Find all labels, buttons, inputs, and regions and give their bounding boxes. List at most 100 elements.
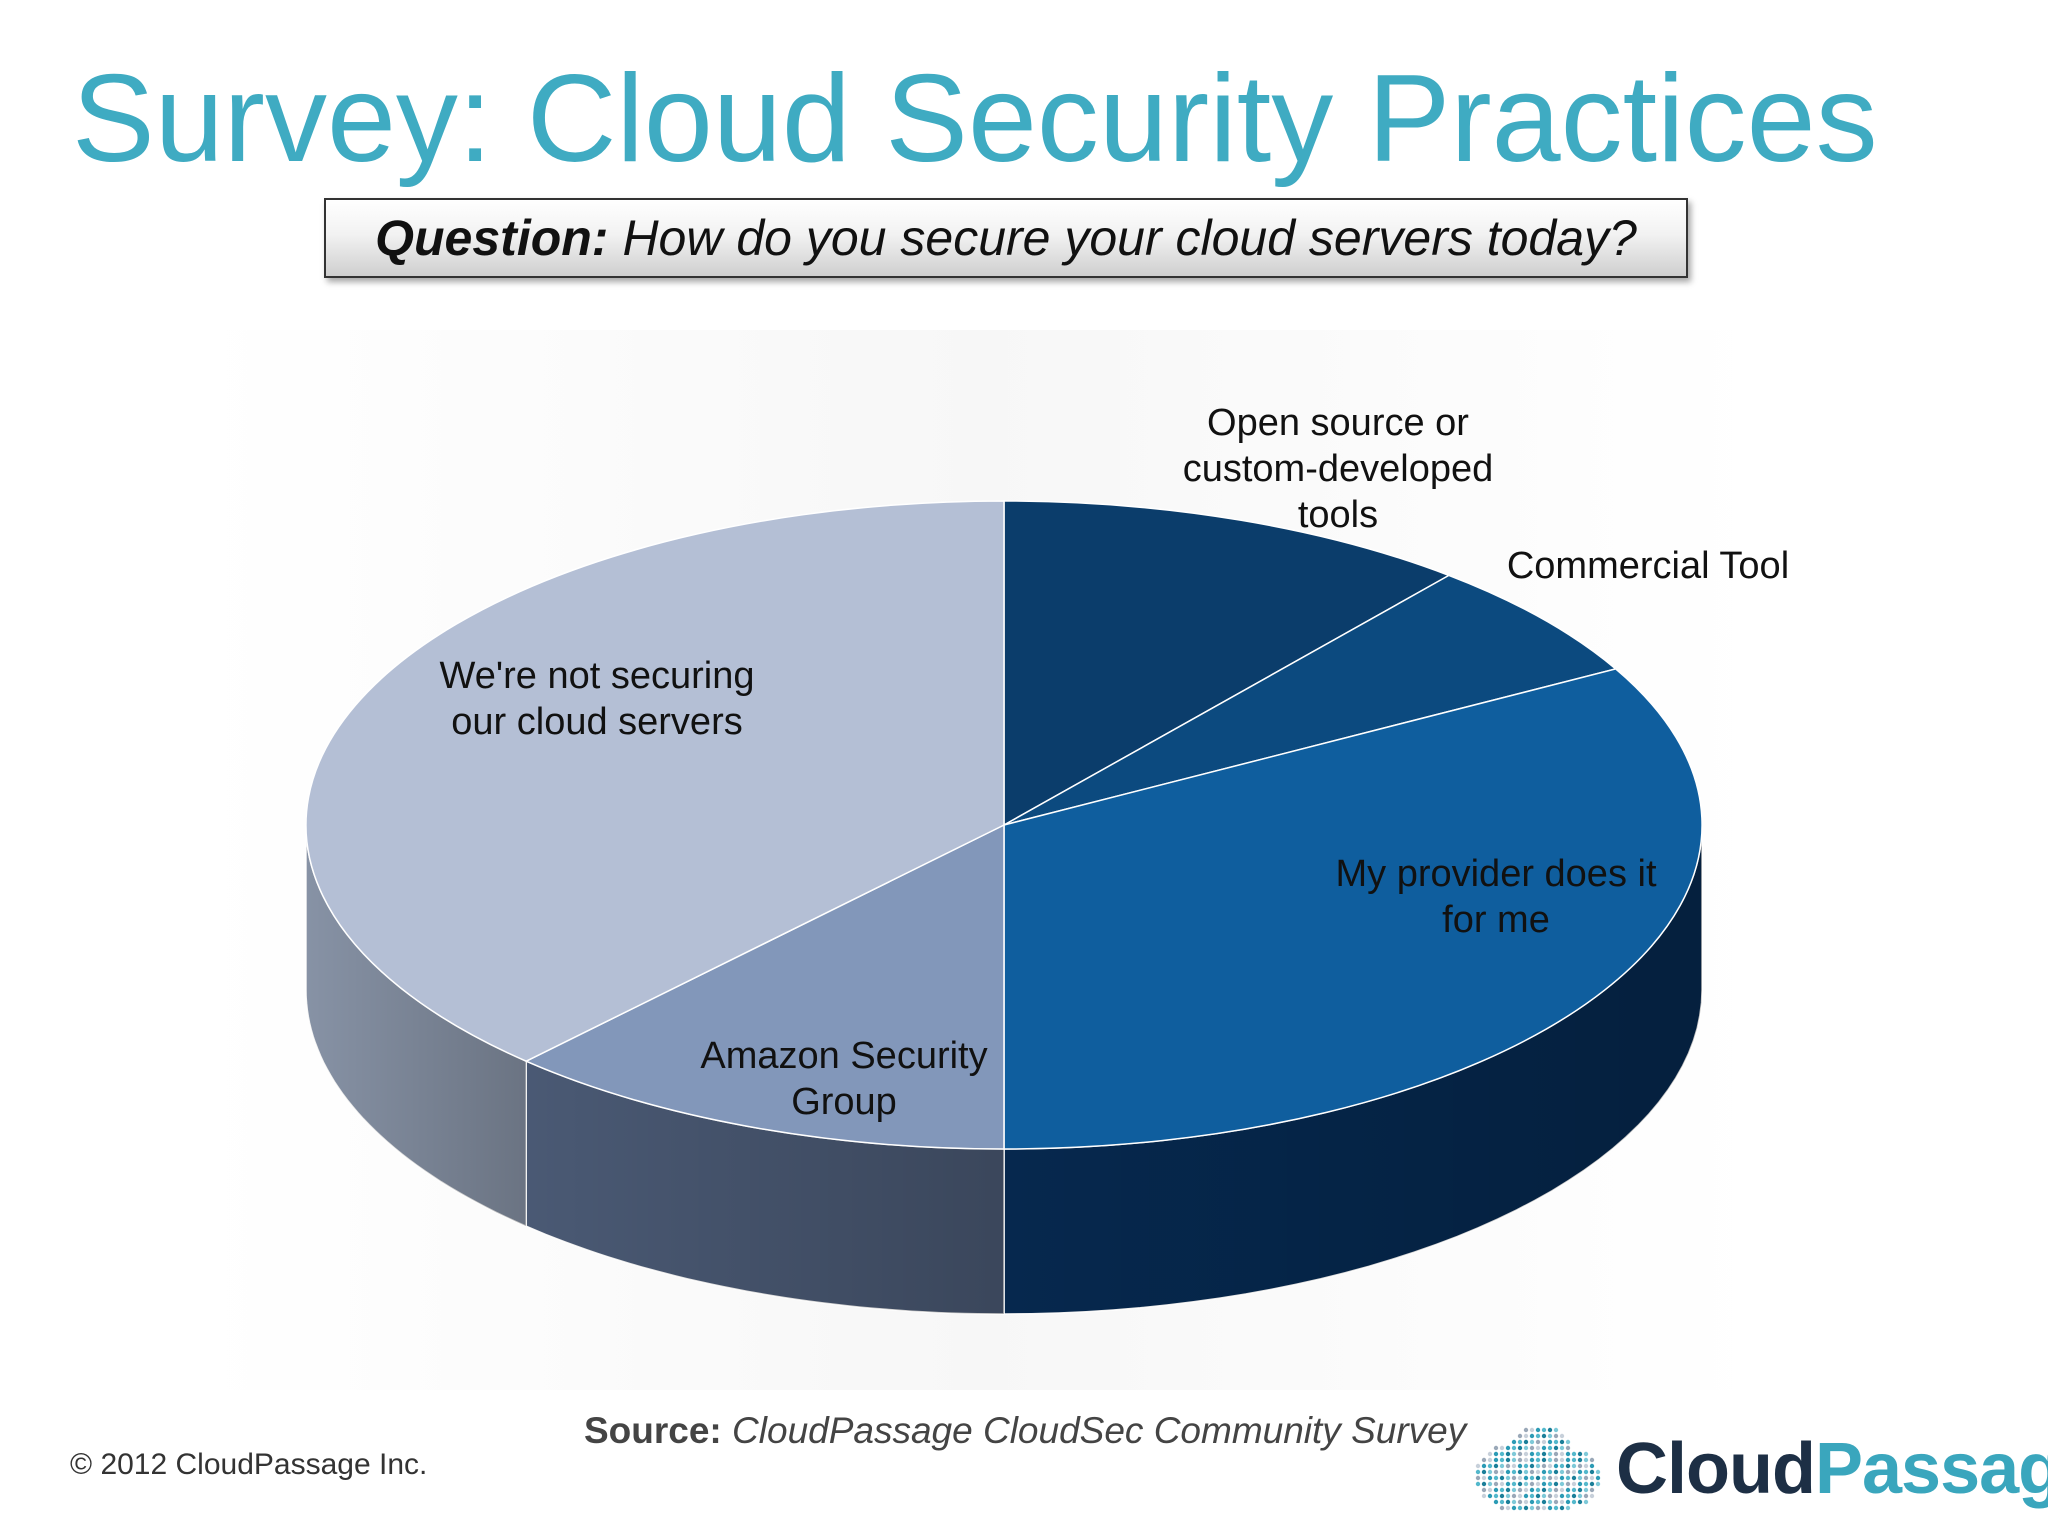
- logo-dot: [1553, 1493, 1559, 1499]
- logo-dot: [1523, 1505, 1529, 1511]
- logo-dot: [1565, 1445, 1571, 1451]
- slide-title: Survey: Cloud Security Practices: [72, 50, 1878, 188]
- logo-dot: [1517, 1469, 1523, 1475]
- logo-dot: [1547, 1439, 1553, 1445]
- logo-dot: [1487, 1457, 1493, 1463]
- logo-dot: [1523, 1469, 1529, 1475]
- logo-dot: [1547, 1457, 1553, 1463]
- logo-dot: [1493, 1451, 1499, 1457]
- logo-dot: [1553, 1505, 1559, 1511]
- logo-dot: [1481, 1481, 1487, 1487]
- logo-dot: [1535, 1427, 1541, 1433]
- pie-side-shade-3: [1004, 825, 1702, 1314]
- pie-slice-4: [524, 823, 1005, 1150]
- logo-dot: [1493, 1487, 1499, 1493]
- logo-dot: [1559, 1463, 1565, 1469]
- logo-dot: [1535, 1499, 1541, 1505]
- logo-dot: [1589, 1487, 1595, 1493]
- logo-dot: [1571, 1499, 1577, 1505]
- pie-sides: [305, 824, 1703, 1315]
- logo-dot: [1493, 1463, 1499, 1469]
- logo-dot: [1589, 1475, 1595, 1481]
- logo-dot: [1535, 1505, 1541, 1511]
- logo-dot: [1517, 1499, 1523, 1505]
- logo-dot: [1553, 1427, 1559, 1433]
- logo-wordmark: CloudPassage: [1616, 1429, 2048, 1509]
- logo-dot: [1517, 1445, 1523, 1451]
- logo-dot: [1499, 1451, 1505, 1457]
- logo-dot: [1565, 1439, 1571, 1445]
- logo-dot: [1517, 1487, 1523, 1493]
- logo-dot: [1559, 1475, 1565, 1481]
- logo-dot: [1577, 1475, 1583, 1481]
- logo-dot: [1553, 1475, 1559, 1481]
- logo-dot: [1487, 1481, 1493, 1487]
- logo-dot: [1505, 1475, 1511, 1481]
- logo-dot: [1547, 1427, 1553, 1433]
- logo-dot: [1547, 1475, 1553, 1481]
- logo-dot: [1553, 1445, 1559, 1451]
- logo-dot: [1547, 1487, 1553, 1493]
- logo-dot: [1505, 1445, 1511, 1451]
- logo-dot: [1481, 1457, 1487, 1463]
- logo-dot: [1595, 1481, 1601, 1487]
- logo-dot: [1529, 1433, 1535, 1439]
- logo-dot: [1511, 1463, 1517, 1469]
- logo-dot: [1523, 1457, 1529, 1463]
- logo-dot: [1511, 1499, 1517, 1505]
- logo-dot: [1523, 1499, 1529, 1505]
- logo-dot: [1583, 1499, 1589, 1505]
- question-label: Question:: [375, 210, 609, 266]
- logo-dot: [1553, 1451, 1559, 1457]
- logo-dot: [1481, 1493, 1487, 1499]
- logo-dot: [1505, 1469, 1511, 1475]
- logo-dot: [1487, 1475, 1493, 1481]
- question-box: Question: How do you secure your cloud s…: [324, 198, 1688, 278]
- logo-dot: [1547, 1493, 1553, 1499]
- logo-dot: [1505, 1499, 1511, 1505]
- logo-dot: [1565, 1499, 1571, 1505]
- logo-dot: [1475, 1475, 1481, 1481]
- logo-dot: [1571, 1493, 1577, 1499]
- logo-dot: [1523, 1481, 1529, 1487]
- source-note: Source: CloudPassage CloudSec Community …: [584, 1410, 1466, 1452]
- slice-label-4: Amazon Security Group: [700, 1035, 987, 1123]
- logo-dot: [1523, 1427, 1529, 1433]
- logo-dot: [1547, 1469, 1553, 1475]
- logo-dot: [1505, 1451, 1511, 1457]
- logo-dot: [1577, 1463, 1583, 1469]
- logo-dot: [1583, 1469, 1589, 1475]
- logo-dot: [1577, 1493, 1583, 1499]
- logo-dot: [1541, 1475, 1547, 1481]
- logo-dot: [1529, 1475, 1535, 1481]
- logo-dot: [1493, 1493, 1499, 1499]
- logo-dot: [1541, 1499, 1547, 1505]
- logo-dot: [1541, 1481, 1547, 1487]
- pie-slice-3: [1003, 668, 1703, 1150]
- logo-dot: [1499, 1505, 1505, 1511]
- source-label: Source:: [584, 1410, 722, 1451]
- logo-dot: [1505, 1457, 1511, 1463]
- logo-dot: [1529, 1439, 1535, 1445]
- logo-dot: [1517, 1481, 1523, 1487]
- logo-dot: [1583, 1475, 1589, 1481]
- logo-dot: [1565, 1493, 1571, 1499]
- cloud-logo-icon: [1475, 1427, 1601, 1511]
- logo-dot: [1589, 1469, 1595, 1475]
- pie-slice-2: [1003, 574, 1618, 826]
- logo-dot: [1499, 1481, 1505, 1487]
- logo-dot: [1571, 1457, 1577, 1463]
- logo-dot: [1589, 1463, 1595, 1469]
- logo-dot: [1547, 1505, 1553, 1511]
- source-text: CloudPassage CloudSec Community Survey: [732, 1410, 1467, 1451]
- logo-dot: [1487, 1463, 1493, 1469]
- logo-dot: [1559, 1487, 1565, 1493]
- logo-dot: [1535, 1451, 1541, 1457]
- logo-dot: [1577, 1469, 1583, 1475]
- pie-side-shade-5: [306, 825, 527, 1227]
- logo-dot: [1475, 1481, 1481, 1487]
- slice-label-5: We're not securing our cloud servers: [440, 655, 755, 743]
- logo-dot: [1583, 1463, 1589, 1469]
- logo-dot: [1571, 1451, 1577, 1457]
- logo-dot: [1565, 1481, 1571, 1487]
